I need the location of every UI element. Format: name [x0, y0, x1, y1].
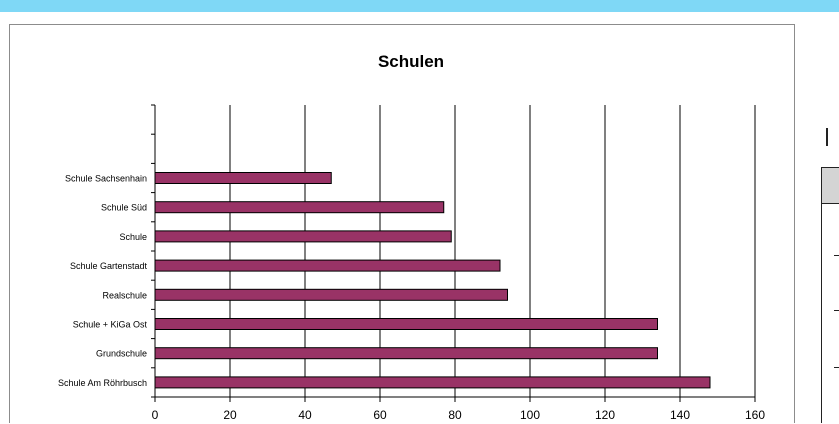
x-tick-label: 20 [223, 408, 237, 422]
chart-title: Schulen [378, 52, 444, 71]
category-label: Schule + KiGa Ost [73, 320, 148, 330]
x-tick-label: 60 [373, 408, 387, 422]
side-table-header [822, 168, 839, 204]
x-tick-label: 160 [745, 408, 765, 422]
side-table-rule [834, 310, 839, 311]
x-tick-label: 140 [670, 408, 690, 422]
bar [154, 172, 332, 184]
bar [154, 288, 508, 301]
side-table-fragment [821, 167, 839, 423]
category-label: Schule Gartenstadt [70, 261, 148, 271]
x-tick-label: 120 [595, 408, 615, 422]
bar [154, 201, 445, 214]
bar [154, 259, 501, 272]
side-text-fragment [826, 128, 828, 146]
x-tick-label: 40 [298, 408, 312, 422]
side-table-rule [834, 367, 839, 368]
category-label: Schule [119, 232, 147, 242]
chart-panel: Schulen Schule Sachsenhain Schule Süd Schu… [9, 24, 795, 423]
bar [154, 347, 658, 360]
category-label: Grundschule [96, 349, 147, 359]
category-label: Realschule [102, 290, 147, 300]
category-label: Schule Am Röhrbusch [58, 378, 147, 388]
bar [154, 230, 452, 243]
bar [154, 376, 711, 389]
bar-chart: Schulen Schule Sachsenhain Schule Süd Schu… [58, 52, 765, 422]
x-tick-label: 100 [520, 408, 540, 422]
top-bar [0, 0, 839, 12]
category-label: Schule Sachsenhain [65, 174, 147, 184]
x-tick-label: 0 [152, 408, 159, 422]
side-table-rule [834, 255, 839, 256]
x-tick-label: 80 [448, 408, 462, 422]
bar [154, 318, 658, 330]
category-label: Schule Süd [101, 203, 147, 213]
